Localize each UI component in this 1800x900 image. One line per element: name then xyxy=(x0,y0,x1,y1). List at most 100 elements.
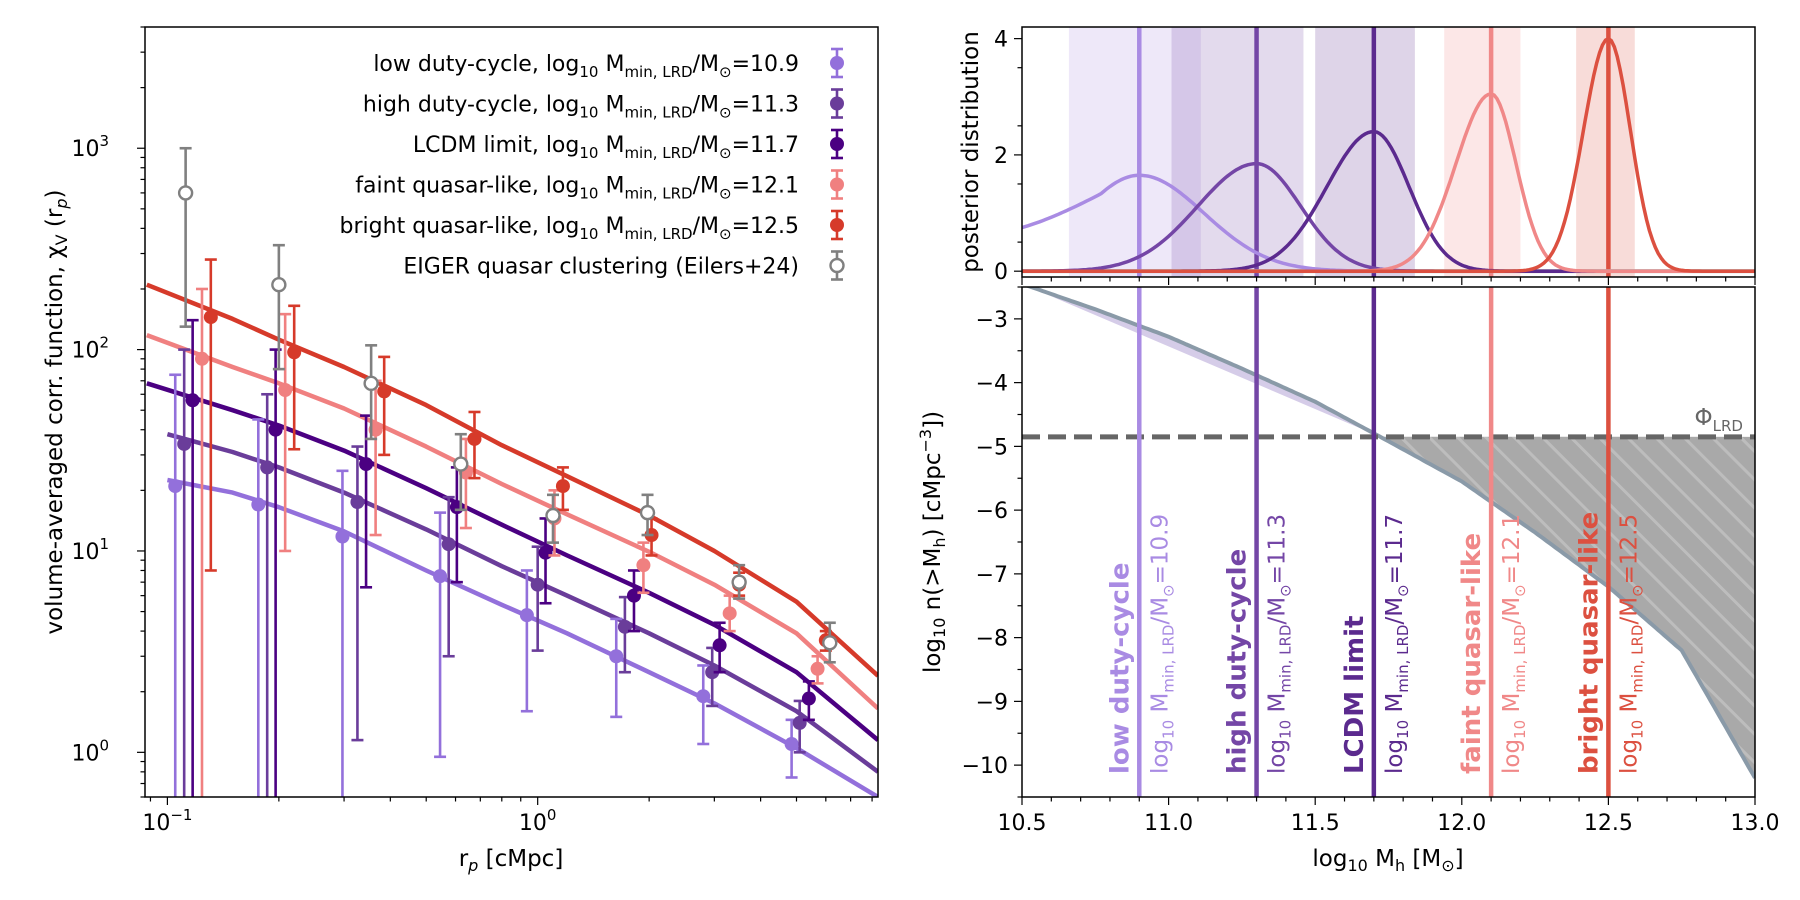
halo-mass-function-curve xyxy=(1025,287,1755,779)
threshold-bold-label: low duty-cycle xyxy=(1105,563,1135,774)
data-point xyxy=(519,608,534,623)
y-tick-label: −10 xyxy=(962,754,1008,779)
data-point xyxy=(260,460,275,475)
posterior-plot-area xyxy=(1022,27,1755,277)
legend-label: LCDM limit, log10 Mmin, LRD/M⊙=11.7 xyxy=(413,133,799,162)
x-tick-label: 11.5 xyxy=(1291,811,1340,836)
left-xlabel: rp [cMpc] xyxy=(459,846,564,875)
model-curve xyxy=(146,381,878,742)
posterior-axis-ticks: 0 2 4 xyxy=(994,28,1756,285)
model-curve xyxy=(166,432,878,774)
credible-band xyxy=(1068,27,1201,277)
top-ylabel: posterior distribution xyxy=(958,31,984,273)
threshold-mass-label: log10 Mmin, LRD/M⊙=11.7 xyxy=(1382,514,1412,774)
data-point xyxy=(609,649,624,664)
y-tick-label: −5 xyxy=(976,435,1008,460)
threshold-bold-label: bright quasar-like xyxy=(1574,512,1604,774)
correlation-function-panel: 10−1 100 100 101 102 103 rp [cMpc] volume-ave… xyxy=(42,26,879,875)
data-point xyxy=(626,588,641,603)
credible-band xyxy=(1576,27,1635,277)
legend-label: low duty-cycle, log10 Mmin, LRD/M⊙=10.9 xyxy=(373,52,799,81)
model-curve xyxy=(146,332,878,711)
y-tick-label: −3 xyxy=(976,308,1008,333)
x-tick-label: 12.0 xyxy=(1437,811,1486,836)
posterior-curve xyxy=(1022,36,1755,273)
number-density-plot-area: ΦLRD low duty-cycle log10 Mmin, LRD/M⊙=10.… xyxy=(1022,287,1755,797)
data-point xyxy=(359,457,374,472)
y-tick-label: −6 xyxy=(976,499,1008,524)
data-point xyxy=(271,277,287,293)
bottom-xlabel: log10 Mh [M⊙] xyxy=(1312,846,1463,875)
y-tick-label: 102 xyxy=(71,334,109,364)
data-point xyxy=(185,393,200,408)
y-tick-label: −9 xyxy=(976,690,1008,715)
y-tick-label: 100 xyxy=(71,736,109,766)
legend-marker xyxy=(830,218,844,232)
data-point xyxy=(722,606,737,621)
data-point xyxy=(822,635,838,651)
y-tick-label: −7 xyxy=(976,563,1008,588)
data-point xyxy=(441,537,456,552)
y-tick-label: 4 xyxy=(994,28,1008,53)
data-point xyxy=(467,431,482,446)
data-point xyxy=(792,715,807,730)
threshold-mass-label: log10 Mmin, LRD/M⊙=10.9 xyxy=(1147,514,1177,774)
legend-label: bright quasar-like, log10 Mmin, LRD/M⊙=1… xyxy=(340,214,799,243)
threshold-mass-label: log10 Mmin, LRD/M⊙=12.5 xyxy=(1616,514,1646,774)
left-axes-frame xyxy=(144,26,879,798)
data-point xyxy=(168,479,183,494)
posterior-panel: 0 2 4 posterior distribution xyxy=(958,26,1756,285)
x-tick-label: 13.0 xyxy=(1731,811,1780,836)
data-point xyxy=(177,436,192,451)
data-point xyxy=(268,422,283,437)
data-point xyxy=(335,529,350,544)
data-point xyxy=(363,375,379,392)
legend-marker xyxy=(830,137,844,151)
data-point xyxy=(453,456,469,472)
x-tick-label: 12.5 xyxy=(1584,811,1633,836)
x-tick-label: 100 xyxy=(519,806,557,836)
threshold-bold-label: faint quasar-like xyxy=(1457,533,1487,774)
data-point xyxy=(801,691,816,706)
phi-lrd-label: ΦLRD xyxy=(1695,405,1743,435)
y-tick-label: 101 xyxy=(71,535,109,565)
x-tick-label: 10.5 xyxy=(998,811,1047,836)
threshold-mass-label: log10 Mmin, LRD/M⊙=11.3 xyxy=(1265,514,1295,774)
top-axes-frame xyxy=(1021,26,1756,278)
credible-band xyxy=(1315,27,1415,277)
y-tick-label: 2 xyxy=(994,144,1008,169)
legend-marker xyxy=(830,56,844,70)
allowed-region xyxy=(1022,287,1381,437)
model-curve xyxy=(166,477,878,797)
data-point xyxy=(705,665,720,680)
data-point xyxy=(194,351,209,366)
data-point xyxy=(545,507,561,524)
data-point xyxy=(731,574,747,590)
legend-label: EIGER quasar clustering (Eilers+24) xyxy=(403,255,799,280)
data-point xyxy=(636,558,651,573)
legend: low duty-cycle, log10 Mmin, LRD/M⊙=10.9 h… xyxy=(340,47,845,281)
left-axis-ticks: 10−1 100 100 101 102 103 xyxy=(71,26,873,836)
data-point xyxy=(433,569,448,584)
legend-label: faint quasar-like, log10 Mmin, LRD/M⊙=12… xyxy=(355,174,799,203)
data-point xyxy=(696,689,711,704)
data-point xyxy=(530,577,545,592)
data-point xyxy=(639,504,656,521)
correlation-plot-area xyxy=(145,146,878,797)
x-tick-label: 10−1 xyxy=(142,806,192,836)
excluded-region xyxy=(1380,436,1755,778)
data-point xyxy=(784,736,799,751)
y-tick-label: 103 xyxy=(71,132,109,162)
number-density-axis-ticks: 10.5 11.0 11.5 12.0 12.5 13.0 −3 −4 −5 −6 −7 −8 −9 −1… xyxy=(962,286,1780,836)
y-tick-label: −8 xyxy=(976,627,1008,652)
data-point xyxy=(350,495,365,510)
number-density-panel: ΦLRD low duty-cycle log10 Mmin, LRD/M⊙=10.… xyxy=(916,286,1780,875)
threshold-mass-label: log10 Mmin, LRD/M⊙=12.1 xyxy=(1499,514,1529,774)
bottom-ylabel: log10 n(>Mh) [cMpc−3]) xyxy=(916,411,949,673)
data-point xyxy=(287,345,302,360)
legend-marker xyxy=(830,177,844,192)
data-point xyxy=(203,310,218,325)
legend-marker xyxy=(829,257,845,274)
left-ylabel: volume-averaged corr. function, χV (rp) xyxy=(42,189,71,634)
